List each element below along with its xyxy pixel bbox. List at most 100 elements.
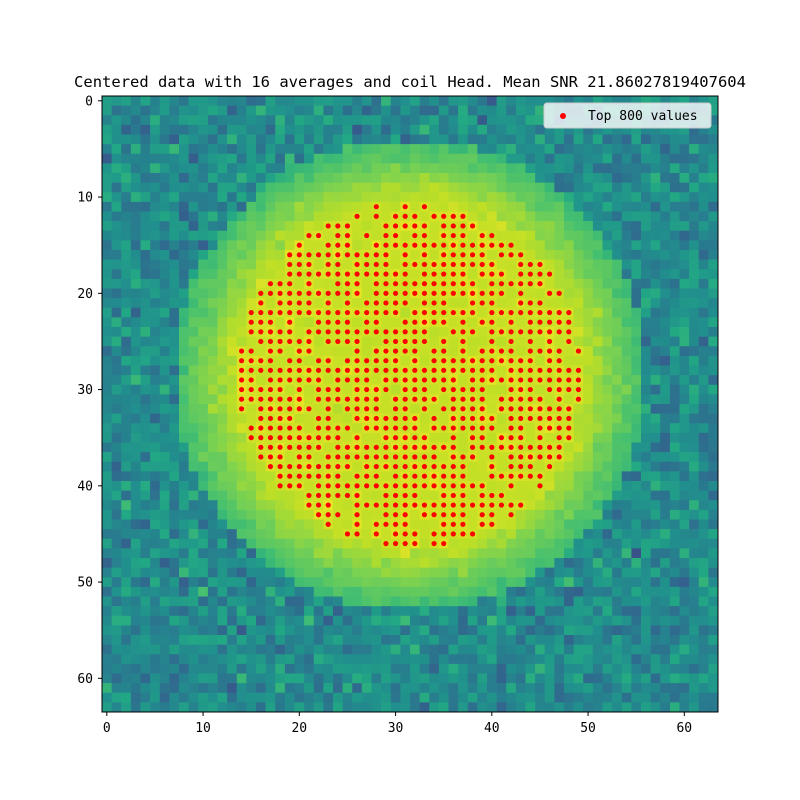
- heatmap-cell: [669, 124, 680, 135]
- scatter-point: [306, 444, 312, 450]
- heatmap-cell: [140, 182, 151, 193]
- heatmap-cell: [361, 221, 372, 232]
- heatmap-cell: [698, 654, 709, 665]
- heatmap-cell: [564, 134, 574, 145]
- heatmap-cell: [612, 606, 623, 617]
- heatmap-cell: [236, 644, 247, 655]
- heatmap-cell: [188, 586, 199, 597]
- scatter-point: [460, 396, 466, 402]
- heatmap-cell: [410, 577, 420, 588]
- heatmap-cell: [294, 500, 305, 511]
- heatmap-cell: [438, 452, 449, 463]
- heatmap-cell: [140, 702, 151, 713]
- heatmap-cell: [265, 596, 276, 607]
- scatter-point: [315, 435, 322, 441]
- scatter-point: [392, 521, 399, 527]
- heatmap-cell: [381, 548, 392, 559]
- heatmap-cell: [390, 567, 401, 578]
- scatter-point: [537, 309, 543, 316]
- heatmap-cell: [227, 269, 238, 280]
- heatmap-cell: [361, 683, 372, 694]
- heatmap-cell: [429, 153, 440, 164]
- heatmap-cell: [102, 432, 112, 443]
- heatmap-cell: [198, 192, 209, 203]
- heatmap-cell: [111, 692, 122, 703]
- scatter-point: [421, 204, 428, 210]
- heatmap-cell: [246, 606, 257, 617]
- heatmap-cell: [188, 163, 199, 174]
- heatmap-cell: [361, 432, 372, 443]
- heatmap-cell: [130, 673, 141, 684]
- heatmap-cell: [246, 201, 257, 212]
- heatmap-cell: [698, 182, 709, 193]
- scatter-point: [277, 463, 283, 470]
- scatter-point: [383, 435, 389, 441]
- scatter-point: [450, 492, 456, 499]
- heatmap-cell: [150, 683, 161, 694]
- heatmap-cell: [313, 615, 324, 626]
- heatmap-cell: [256, 548, 266, 559]
- heatmap-cell: [217, 404, 228, 414]
- scatter-point: [402, 271, 408, 277]
- scatter-point: [402, 377, 408, 383]
- heatmap-cell: [535, 673, 546, 684]
- heatmap-cell: [179, 163, 189, 174]
- heatmap-cell: [660, 538, 671, 549]
- heatmap-cell: [602, 230, 613, 241]
- scatter-point: [344, 425, 351, 431]
- heatmap-cell: [535, 336, 546, 347]
- heatmap-cell: [265, 471, 276, 482]
- heatmap-cell: [150, 394, 161, 405]
- heatmap-cell: [275, 134, 286, 145]
- heatmap-cell: [102, 452, 112, 463]
- heatmap-cell: [304, 509, 315, 520]
- heatmap-cell: [150, 278, 161, 289]
- scatter-point: [296, 290, 302, 296]
- heatmap-cell: [592, 134, 603, 145]
- heatmap-cell: [467, 663, 478, 674]
- scatter-point: [518, 454, 524, 460]
- scatter-point: [431, 454, 437, 460]
- heatmap-cell: [602, 182, 613, 193]
- scatter-point: [441, 367, 447, 373]
- heatmap-cell: [111, 259, 122, 270]
- heatmap-cell: [477, 182, 488, 193]
- heatmap-cell: [371, 615, 382, 626]
- scatter-point: [402, 531, 408, 537]
- heatmap-cell: [708, 355, 719, 366]
- heatmap-cell: [246, 221, 257, 232]
- heatmap-cell: [448, 596, 459, 607]
- heatmap-cell: [169, 173, 180, 183]
- scatter-point: [315, 329, 322, 335]
- heatmap-cell: [689, 394, 700, 405]
- scatter-point: [450, 213, 456, 219]
- heatmap-cell: [130, 654, 141, 665]
- heatmap-cell: [487, 182, 497, 193]
- heatmap-cell: [669, 240, 680, 251]
- heatmap-cell: [679, 519, 690, 530]
- heatmap-cell: [179, 250, 189, 260]
- scatter-point: [402, 415, 408, 422]
- heatmap-cell: [708, 625, 719, 636]
- scatter-point: [518, 290, 524, 296]
- heatmap-cell: [159, 384, 170, 395]
- heatmap-cell: [641, 134, 651, 145]
- scatter-point: [498, 290, 505, 296]
- scatter-point: [402, 242, 408, 248]
- heatmap-cell: [265, 211, 276, 222]
- heatmap-cell: [698, 288, 709, 299]
- heatmap-cell: [535, 192, 546, 203]
- heatmap-cell: [227, 317, 238, 328]
- heatmap-cell: [246, 625, 257, 636]
- scatter-point: [373, 290, 379, 296]
- scatter-point: [373, 319, 379, 325]
- heatmap-cell: [111, 461, 122, 472]
- scatter-point: [575, 386, 582, 393]
- scatter-point: [402, 252, 408, 258]
- heatmap-cell: [169, 490, 180, 501]
- heatmap-cell: [284, 519, 295, 530]
- heatmap-cell: [458, 192, 469, 203]
- heatmap-cell: [679, 452, 690, 463]
- heatmap-cell: [660, 683, 671, 694]
- heatmap-cell: [121, 375, 132, 386]
